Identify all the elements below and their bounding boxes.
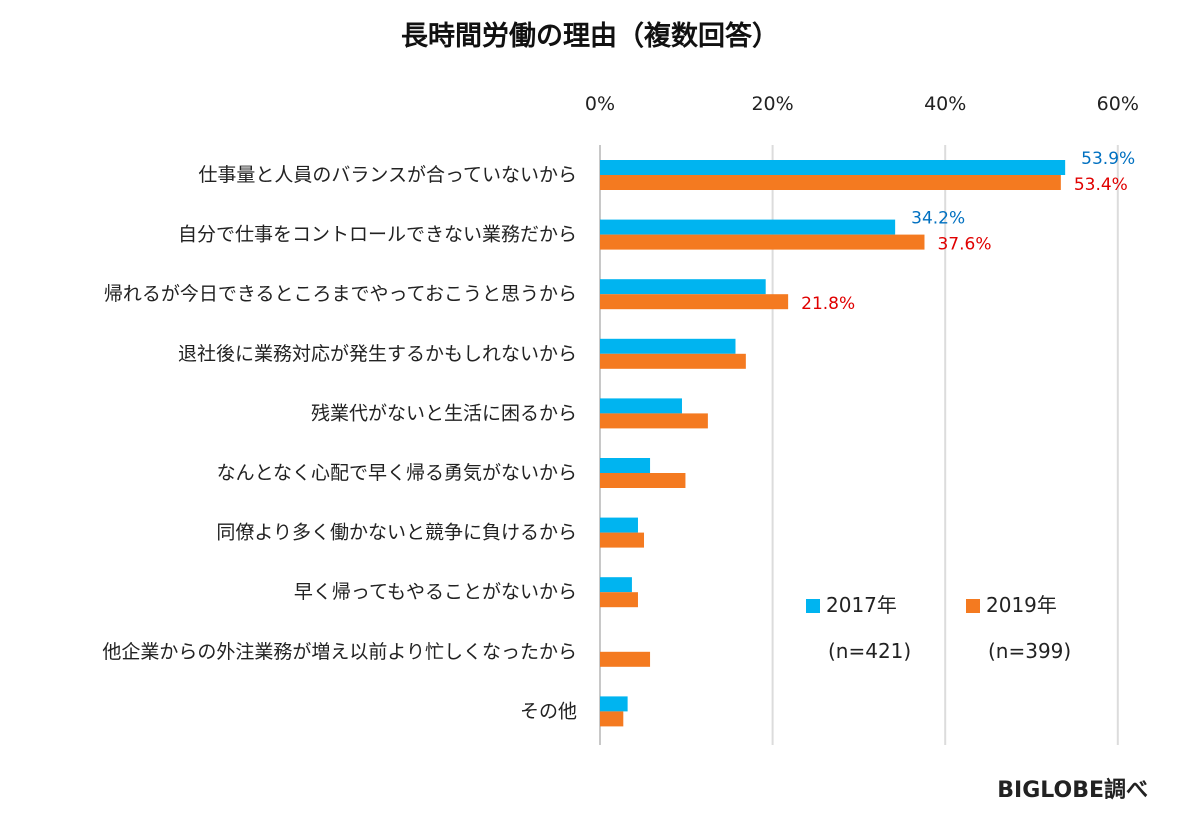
x-tick-label: 60% bbox=[1097, 93, 1139, 115]
x-tick-label: 40% bbox=[924, 93, 966, 115]
bar-2017年 bbox=[600, 577, 632, 593]
category-label: 他企業からの外注業務が増え以前より忙しくなったから bbox=[102, 641, 577, 663]
chart-title: 長時間労働の理由（複数回答） bbox=[401, 21, 779, 52]
data-label: 21.8% bbox=[801, 294, 855, 314]
data-label: 53.4% bbox=[1074, 175, 1128, 195]
bar-2017年 bbox=[600, 219, 896, 235]
category-label: その他 bbox=[520, 700, 577, 722]
bar-2017年 bbox=[600, 517, 638, 533]
bar-2017年 bbox=[600, 279, 766, 295]
bar-2017年 bbox=[600, 458, 651, 473]
bar-2017年 bbox=[600, 696, 628, 712]
category-label: 残業代がないと生活に困るから bbox=[311, 402, 577, 424]
data-label: 53.9% bbox=[1081, 149, 1135, 169]
legend-label: 2017年 bbox=[826, 593, 897, 617]
category-label: 自分で仕事をコントロールできない業務だから bbox=[178, 224, 577, 246]
bar-2017年 bbox=[600, 338, 736, 354]
source-note: BIGLOBE調べ bbox=[997, 778, 1148, 803]
data-label: 34.2% bbox=[911, 209, 965, 229]
bar-2019年 bbox=[600, 353, 746, 369]
legend-swatch bbox=[966, 599, 980, 613]
category-label: なんとなく心配で早く帰る勇気がないから bbox=[217, 462, 577, 484]
bar-2019年 bbox=[600, 592, 638, 608]
x-tick-label: 0% bbox=[585, 93, 615, 115]
bar-2019年 bbox=[600, 234, 925, 250]
bar-2019年 bbox=[600, 651, 651, 667]
bar-2017年 bbox=[600, 160, 1066, 175]
bar-2019年 bbox=[600, 413, 708, 429]
category-label: 帰れるが今日できるところまでやっておこうと思うから bbox=[104, 283, 577, 305]
legend-swatch bbox=[806, 599, 820, 613]
legend-sample-size: (n=399) bbox=[988, 639, 1071, 663]
category-label: 早く帰ってもやることがないから bbox=[294, 581, 577, 603]
bar-2019年 bbox=[600, 175, 1061, 190]
category-label: 仕事量と人員のバランスが合っていないから bbox=[198, 164, 577, 186]
bar-2017年 bbox=[600, 398, 682, 414]
bar-2019年 bbox=[600, 473, 686, 488]
category-label: 退社後に業務対応が発生するかもしれないから bbox=[178, 343, 577, 365]
bar-2019年 bbox=[600, 294, 789, 310]
bar-2019年 bbox=[600, 711, 624, 727]
legend-sample-size: (n=421) bbox=[828, 639, 911, 663]
x-tick-label: 20% bbox=[751, 93, 793, 115]
category-label: 同僚より多く働かないと競争に負けるから bbox=[216, 522, 577, 544]
legend-label: 2019年 bbox=[986, 593, 1057, 617]
bar-2019年 bbox=[600, 532, 645, 548]
data-label: 37.6% bbox=[937, 235, 991, 255]
